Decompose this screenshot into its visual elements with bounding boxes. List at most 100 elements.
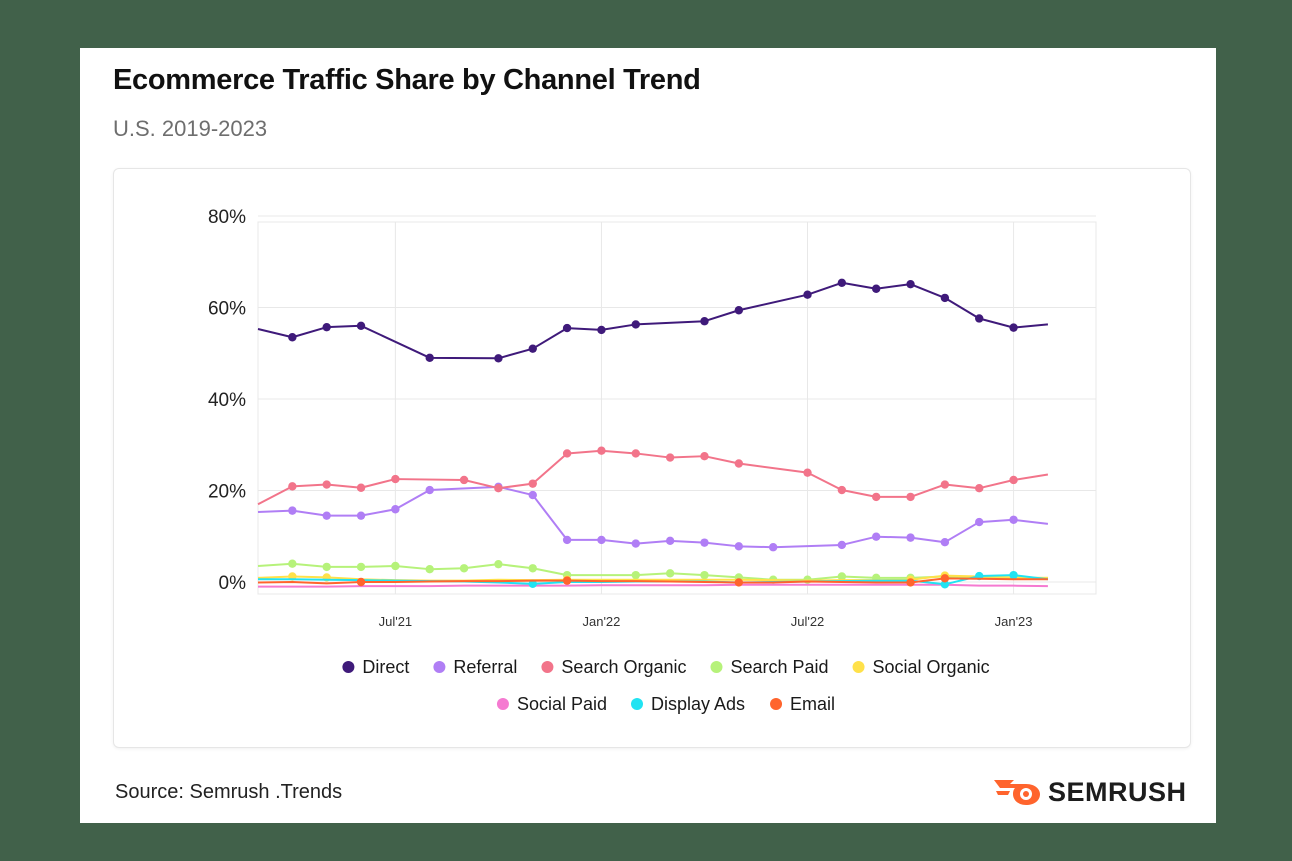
source-note: Source: Semrush .Trends <box>115 781 343 803</box>
x-tick-label: Jul'21 <box>379 614 413 629</box>
data-point-search-paid <box>837 572 847 581</box>
legend-marker <box>342 661 355 673</box>
series-line-search-organic <box>257 449 1049 506</box>
data-point-direct <box>1009 323 1018 332</box>
data-point-direct <box>975 314 984 323</box>
legend-marker <box>433 661 446 673</box>
line-chart: 0% 20% 40% 60% 80% Jul'21 Jan'22 Jul'22 Jan'23 Di… <box>208 207 1097 714</box>
data-point-referral <box>700 538 709 547</box>
data-point-referral <box>940 537 950 547</box>
data-point-referral <box>391 505 400 514</box>
data-point-referral <box>975 517 984 527</box>
data-point-search-organic <box>356 483 366 492</box>
data-point-referral <box>871 532 881 541</box>
data-point-referral <box>425 485 434 495</box>
data-point-search-paid <box>425 564 434 574</box>
series-line-referral <box>257 485 1049 549</box>
data-point-referral <box>837 540 847 550</box>
series-line-search-paid <box>257 562 1048 581</box>
series-line-social-paid <box>258 583 1048 588</box>
data-point-direct <box>734 306 744 315</box>
data-point-referral <box>665 536 675 546</box>
legend-label: Referral <box>453 657 517 677</box>
series-line-email <box>257 577 1048 585</box>
data-point-direct <box>871 284 881 293</box>
legend-marker <box>631 698 644 710</box>
data-point-email <box>940 574 950 583</box>
legend-marker <box>710 661 723 673</box>
data-point-direct <box>288 333 297 342</box>
legend-marker <box>852 661 865 673</box>
data-point-referral <box>356 511 366 520</box>
data-point-search-organic <box>700 451 709 461</box>
data-point-search-paid <box>391 561 400 571</box>
brand-name: SEMRUSH <box>1048 777 1187 807</box>
y-tick-label: 60% <box>208 299 246 320</box>
data-point-search-paid <box>631 570 640 580</box>
data-point-referral <box>597 535 606 545</box>
data-point-email <box>906 578 915 587</box>
data-point-search-paid <box>528 564 537 573</box>
data-point-search-organic <box>940 480 950 489</box>
data-point-direct <box>700 317 709 326</box>
data-point-search-organic <box>665 453 675 462</box>
data-point-direct <box>597 325 606 335</box>
data-point-direct <box>837 278 847 287</box>
data-point-search-organic <box>494 484 503 493</box>
legend-marker <box>496 698 509 710</box>
data-point-direct <box>494 354 503 363</box>
data-point-direct <box>528 344 537 353</box>
plot-frame <box>257 221 1097 595</box>
data-point-search-organic <box>459 475 469 485</box>
legend-label: Search Paid <box>730 657 828 677</box>
chart-panel: 0% 20% 40% 60% 80% Jul'21 Jan'22 Jul'22 Jan'23 Di… <box>113 168 1191 748</box>
data-point-email <box>734 578 744 587</box>
data-point-referral <box>322 511 331 520</box>
data-point-search-paid <box>288 559 297 568</box>
legend-label: Email <box>790 694 835 714</box>
chart-subtitle: U.S. 2019-2023 <box>113 116 268 141</box>
x-tick-label: Jan'23 <box>995 614 1033 629</box>
data-point-direct <box>322 322 331 332</box>
data-point-direct <box>562 323 572 333</box>
data-point-search-organic <box>871 492 881 502</box>
data-point-email <box>356 577 366 587</box>
data-point-search-paid <box>494 559 503 569</box>
data-point-direct <box>803 290 812 299</box>
y-tick-label: 40% <box>208 390 246 411</box>
data-point-search-organic <box>1009 475 1018 485</box>
data-point-search-organic <box>906 492 915 502</box>
report-card: Ecommerce Traffic Share by Channel Trend… <box>80 48 1216 823</box>
legend-label: Direct <box>362 657 409 677</box>
legend-marker <box>541 661 554 673</box>
x-tick-label: Jul'22 <box>791 614 825 629</box>
data-point-referral <box>562 535 572 545</box>
data-point-search-organic <box>288 482 297 491</box>
chart-title: Ecommerce Traffic Share by Channel Trend <box>113 64 701 96</box>
data-point-search-organic <box>803 468 812 477</box>
data-point-referral <box>906 533 915 542</box>
y-tick-label: 20% <box>208 482 246 503</box>
legend-label: Social Paid <box>517 694 607 714</box>
brand-logo: SEMRUSH <box>992 774 1187 811</box>
data-point-referral <box>768 543 778 552</box>
legend-marker <box>770 698 783 710</box>
data-point-direct <box>356 321 366 330</box>
data-point-search-organic <box>562 449 572 458</box>
data-point-email <box>562 576 572 585</box>
data-point-direct <box>425 353 434 363</box>
y-tick-label: 0% <box>219 573 247 594</box>
data-point-direct <box>940 293 950 303</box>
data-point-search-paid <box>459 564 469 573</box>
data-point-search-organic <box>597 446 606 455</box>
legend-label: Search Organic <box>561 657 686 677</box>
data-point-direct <box>906 279 915 289</box>
data-point-referral <box>528 490 537 500</box>
data-point-referral <box>734 542 744 551</box>
data-point-display-ads <box>1009 570 1018 580</box>
data-point-referral <box>631 539 640 548</box>
data-point-search-paid <box>700 570 709 580</box>
data-point-display-ads <box>940 580 950 589</box>
y-tick-label: 80% <box>208 207 246 228</box>
data-point-direct <box>631 320 640 329</box>
